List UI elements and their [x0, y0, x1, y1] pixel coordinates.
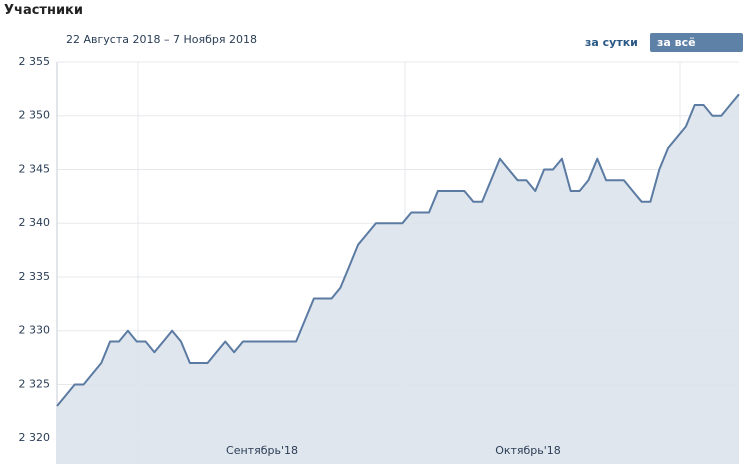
y-tick-label: 2 325 [19, 377, 51, 390]
y-tick-label: 2 340 [19, 216, 51, 229]
line [56, 93, 740, 407]
y-tick-label: 2 350 [19, 109, 51, 122]
y-tick-label: 2 355 [19, 55, 51, 68]
x-month-label: Сентябрь'18 [226, 444, 298, 457]
y-tick-label: 2 330 [19, 324, 51, 337]
title: Участники [4, 3, 83, 18]
y-tick-label: 2 320 [19, 431, 51, 444]
area-fill [57, 94, 739, 464]
x-month-label: Октябрь'18 [495, 444, 561, 457]
period-button[interactable]: за сутки [585, 36, 638, 49]
date-range: 22 Августа 2018 – 7 Ноября 2018 [66, 33, 257, 46]
y-tick-label: 2 335 [19, 270, 51, 283]
y-tick-label: 2 345 [19, 162, 51, 175]
